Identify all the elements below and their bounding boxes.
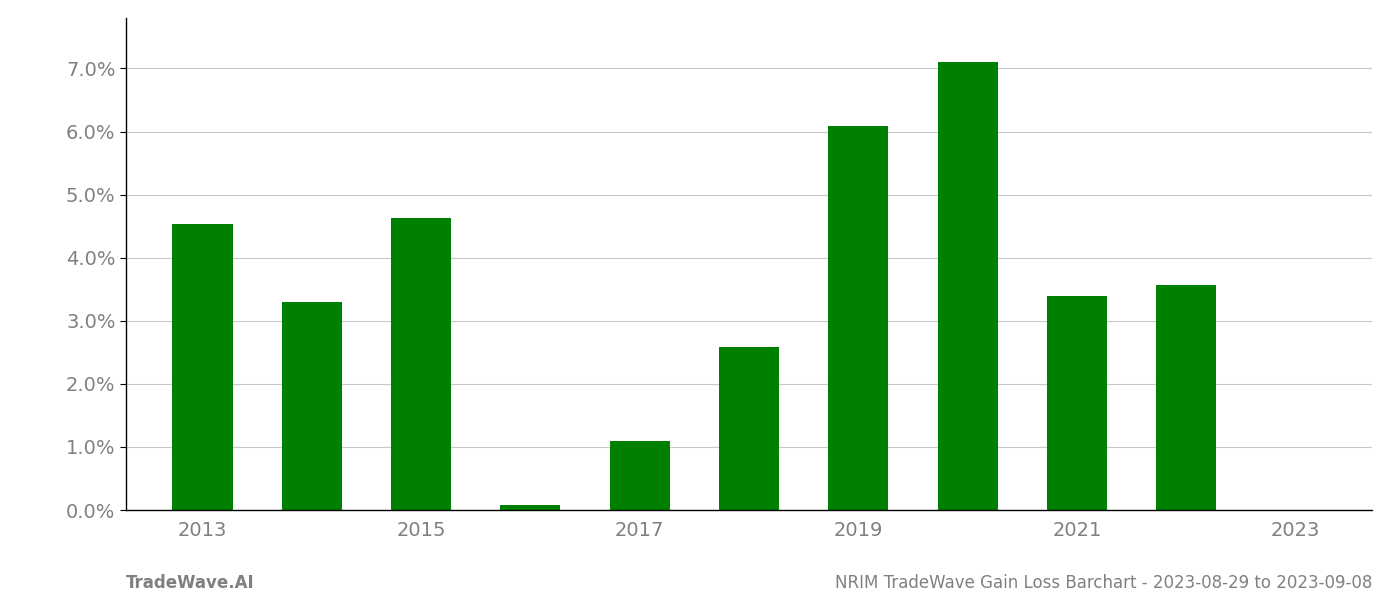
Bar <box>1156 285 1217 510</box>
Bar <box>391 218 451 510</box>
Text: TradeWave.AI: TradeWave.AI <box>126 574 255 592</box>
Bar <box>720 347 778 510</box>
Bar <box>172 224 232 510</box>
Bar <box>829 127 889 510</box>
Bar <box>938 62 998 510</box>
Bar <box>281 302 342 510</box>
Text: NRIM TradeWave Gain Loss Barchart - 2023-08-29 to 2023-09-08: NRIM TradeWave Gain Loss Barchart - 2023… <box>834 574 1372 592</box>
Bar <box>1047 296 1107 510</box>
Bar <box>500 505 560 510</box>
Bar <box>609 440 669 510</box>
